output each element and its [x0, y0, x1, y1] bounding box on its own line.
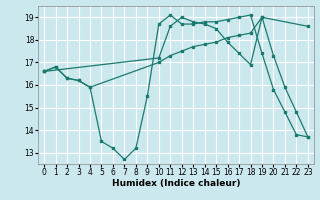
X-axis label: Humidex (Indice chaleur): Humidex (Indice chaleur): [112, 179, 240, 188]
